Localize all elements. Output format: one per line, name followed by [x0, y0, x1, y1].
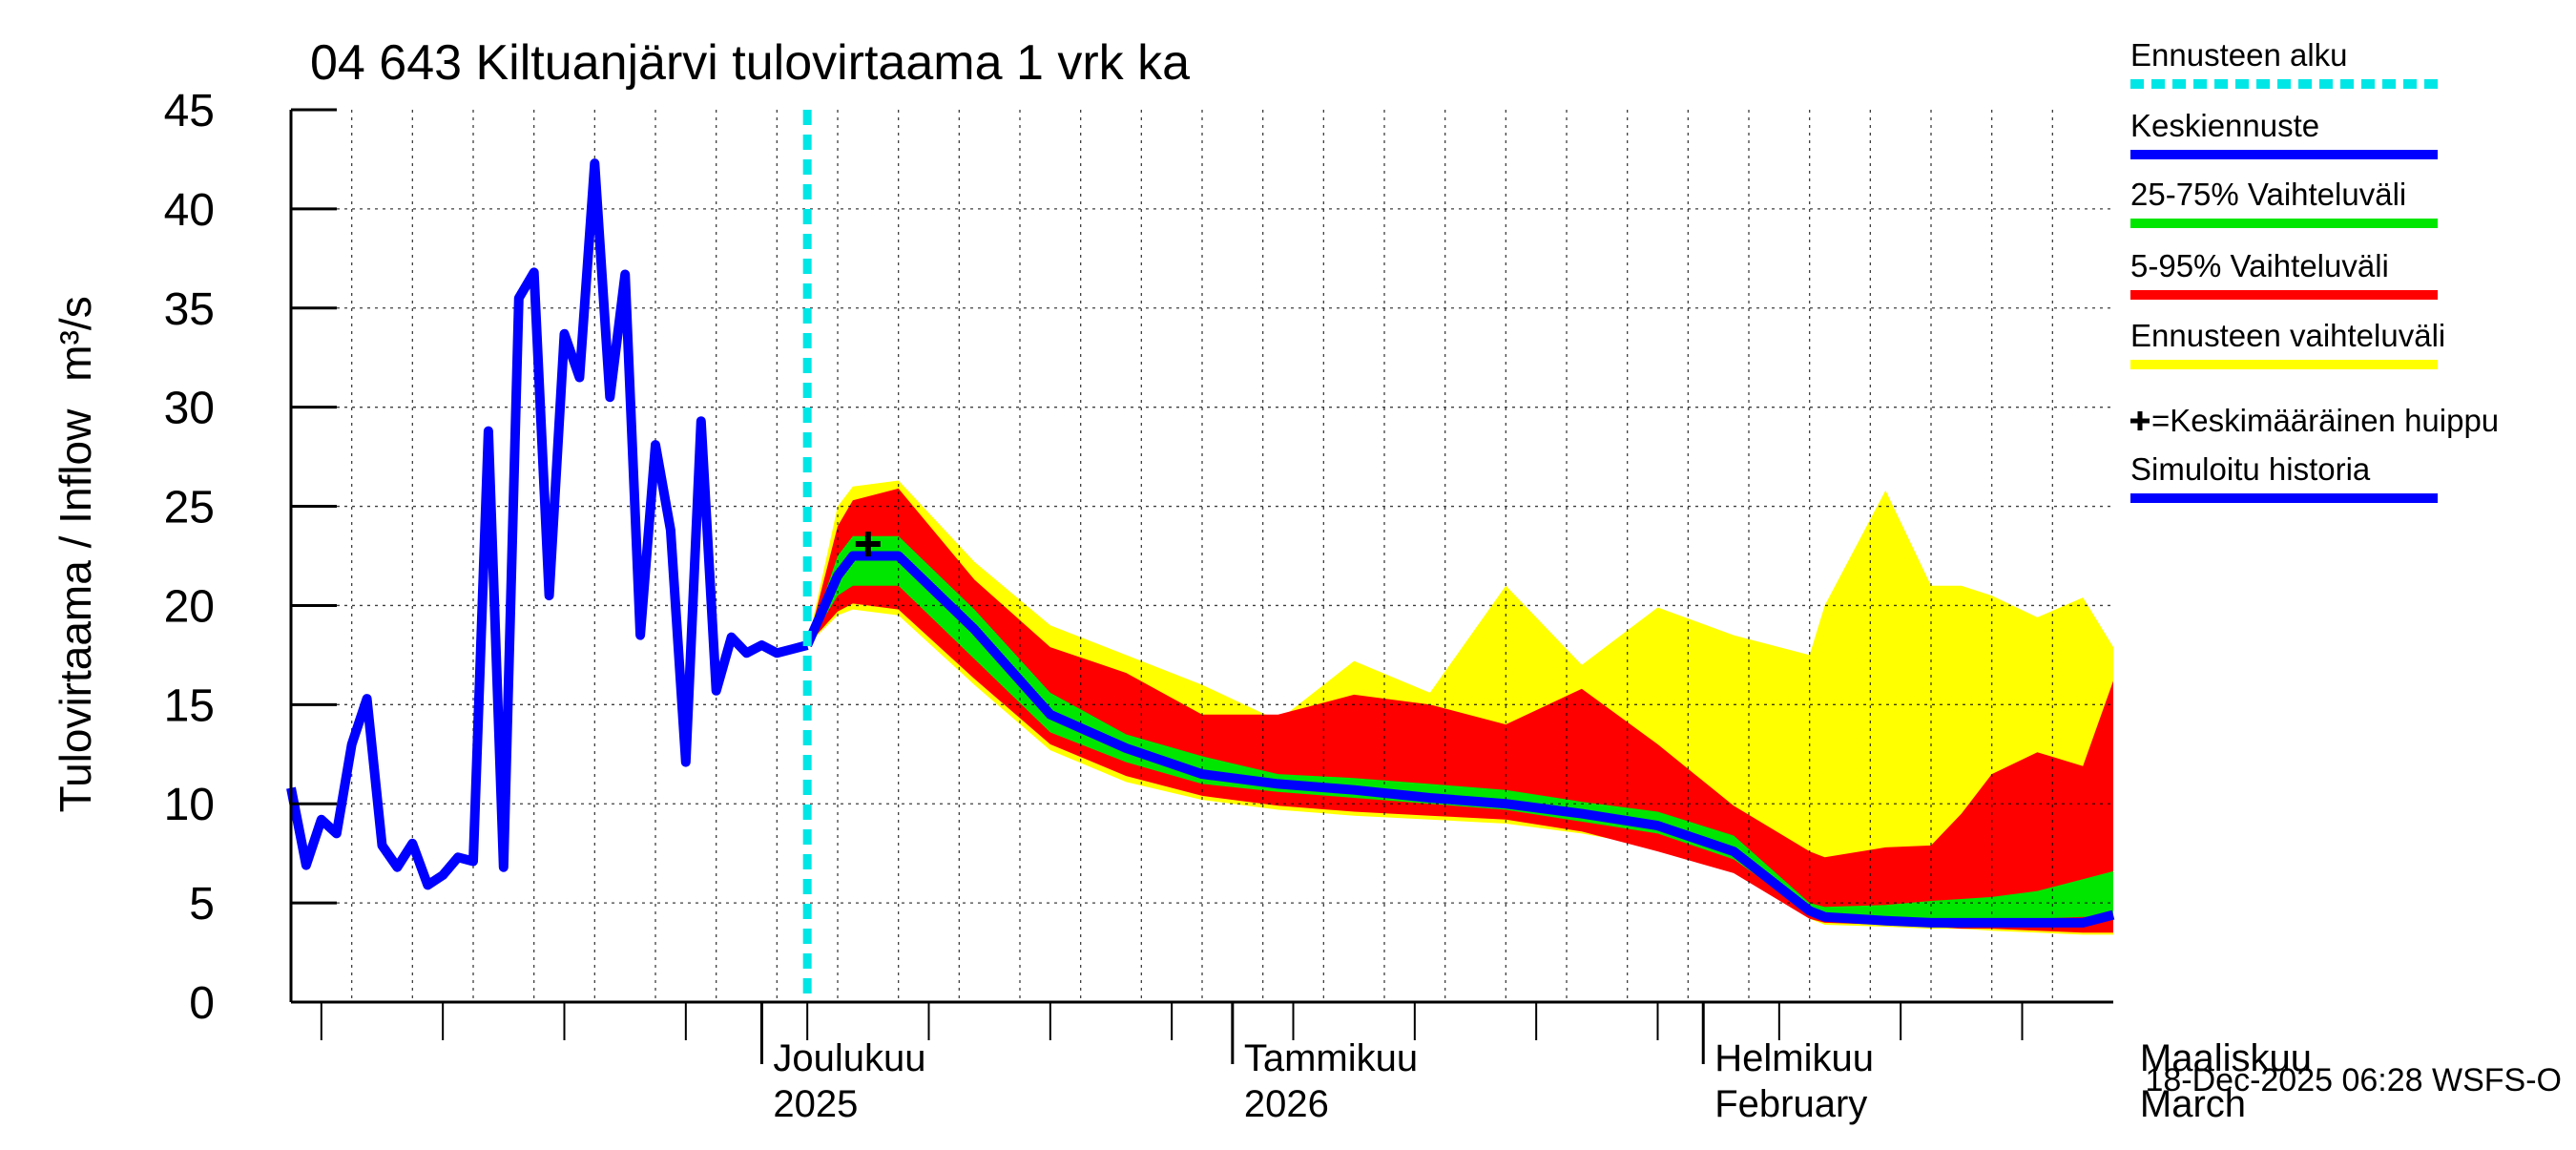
y-tick-label: 45 — [164, 86, 215, 136]
x-month-label: Joulukuu — [773, 1037, 925, 1079]
plot-area: 051015202530354045Joulukuu2025Tammikuu20… — [164, 86, 2312, 1125]
legend-label: 5-95% Vaihteluväli — [2130, 248, 2389, 283]
median-forecast-line — [802, 551, 2115, 928]
x-year-label: 2025 — [773, 1083, 858, 1125]
legend-label: Ennusteen vaihteluväli — [2130, 318, 2445, 353]
y-tick-label: 40 — [164, 185, 215, 236]
y-tick-label: 35 — [164, 284, 215, 335]
y-tick-label: 25 — [164, 483, 215, 533]
y-axis-unit: m³/s — [51, 296, 100, 381]
x-month-label: Tammikuu — [1244, 1037, 1418, 1079]
x-month-label: Maaliskuu — [2140, 1037, 2312, 1079]
y-tick-label: 20 — [164, 581, 215, 632]
band-25-75 — [807, 535, 2114, 921]
mean-peak-marker — [855, 532, 881, 557]
legend-label: Ennusteen alku — [2130, 37, 2348, 73]
x-year-label: March — [2140, 1083, 2246, 1125]
y-tick-label: 30 — [164, 384, 215, 434]
x-month-label: Helmikuu — [1714, 1037, 1874, 1079]
legend-label: Simuloitu historia — [2130, 451, 2371, 487]
chart-title: 04 643 Kiltuanjärvi tulovirtaama 1 vrk k… — [310, 35, 1190, 91]
y-tick-label: 0 — [189, 978, 215, 1029]
history-line — [286, 158, 809, 890]
legend-label: 25-75% Vaihteluväli — [2130, 177, 2406, 212]
x-year-label: 2026 — [1244, 1083, 1329, 1125]
footer-timestamp: 18-Dec-2025 06:28 WSFS-O — [2145, 1062, 2562, 1098]
legend-label: =Keskimääräinen huippu — [2151, 403, 2499, 438]
y-axis-label: Tulovirtaama / Inflow — [51, 408, 100, 812]
y-tick-label: 5 — [189, 879, 215, 930]
legend: Ennusteen alku Keskiennuste 25-75% Vaihtel… — [2130, 37, 2499, 503]
grid — [291, 110, 2113, 1002]
legend-label: Keskiennuste — [2130, 108, 2319, 143]
band-forecast-range — [807, 480, 2114, 935]
y-tick-label: 15 — [164, 680, 215, 731]
y-tick-label: 10 — [164, 780, 215, 830]
x-year-label: February — [1714, 1083, 1867, 1125]
